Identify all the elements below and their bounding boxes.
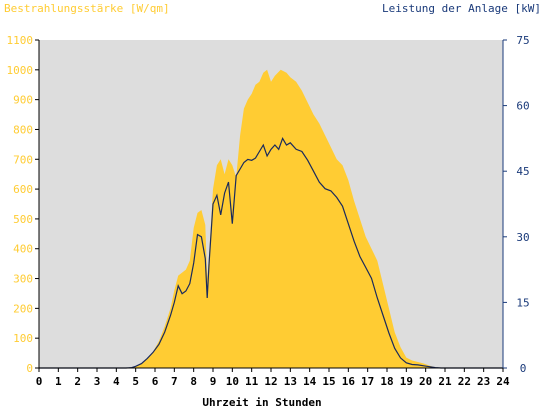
- left-tick-label: 1000: [7, 64, 34, 77]
- x-tick-label: 22: [458, 375, 471, 388]
- power-line: [39, 136, 503, 369]
- left-tick-label: 600: [13, 183, 33, 196]
- x-axis-title: Uhrzeit in Stunden: [202, 396, 321, 408]
- x-tick-label: 7: [171, 375, 178, 388]
- irradiance-area: [39, 69, 503, 369]
- x-tick-label: 17: [361, 375, 374, 388]
- axes: [35, 39, 507, 372]
- x-tick-label: 13: [284, 375, 297, 388]
- x-tick-label: 24: [496, 375, 510, 388]
- x-tick-label: 9: [210, 375, 217, 388]
- left-tick-label: 300: [13, 273, 33, 286]
- right-tick-label: 45: [516, 165, 529, 178]
- right-axis-title: Leistung der Anlage [kW]: [382, 2, 541, 15]
- left-tick-label: 900: [13, 94, 33, 107]
- x-tick-label: 3: [94, 375, 101, 388]
- right-tick-label: 60: [516, 100, 529, 113]
- left-axis-title: Bestrahlungsstärke [W/qm]: [4, 2, 170, 15]
- left-tick-label: 500: [13, 213, 33, 226]
- x-tick-label: 12: [264, 375, 277, 388]
- left-tick-label: 400: [13, 243, 33, 256]
- x-tick-label: 5: [132, 375, 139, 388]
- tick-labels: 0100200300400500600700800900100011000153…: [7, 34, 530, 388]
- plot-area: [39, 69, 503, 369]
- left-tick-label: 0: [26, 362, 33, 375]
- x-tick-label: 1: [55, 375, 62, 388]
- x-tick-label: 2: [74, 375, 81, 388]
- left-tick-label: 200: [13, 302, 33, 315]
- x-tick-label: 19: [400, 375, 413, 388]
- x-tick-label: 6: [152, 375, 159, 388]
- x-tick-label: 10: [226, 375, 239, 388]
- x-tick-label: 14: [303, 375, 317, 388]
- left-tick-label: 700: [13, 153, 33, 166]
- x-tick-label: 4: [113, 375, 120, 388]
- x-tick-label: 20: [419, 375, 432, 388]
- x-tick-label: 16: [342, 375, 356, 388]
- x-tick-label: 21: [438, 375, 452, 388]
- x-tick-label: 8: [190, 375, 197, 388]
- x-tick-label: 23: [477, 375, 490, 388]
- right-tick-label: 30: [516, 231, 529, 244]
- x-tick-label: 15: [322, 375, 335, 388]
- left-tick-label: 800: [13, 123, 33, 136]
- left-tick-label: 1100: [7, 34, 34, 47]
- x-tick-label: 18: [380, 375, 393, 388]
- right-tick-label: 75: [516, 34, 529, 47]
- left-tick-label: 100: [13, 332, 33, 345]
- right-tick-label: 15: [516, 296, 529, 309]
- x-tick-label: 0: [36, 375, 43, 388]
- x-tick-label: 11: [245, 375, 259, 388]
- right-tick-label: 0: [520, 362, 527, 375]
